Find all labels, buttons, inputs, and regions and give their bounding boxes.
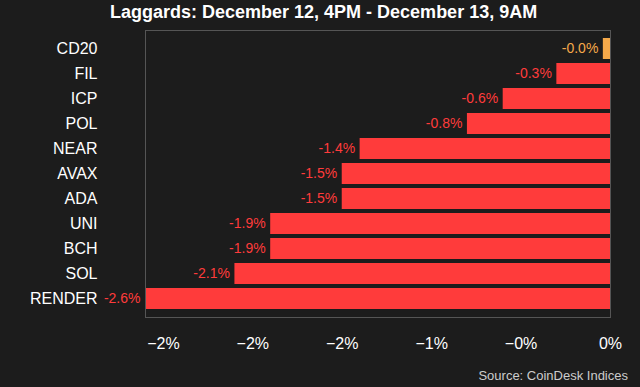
svg-text:ICP: ICP: [71, 90, 98, 107]
svg-text:-0.6%: -0.6%: [462, 90, 499, 106]
svg-text:−2%: −2%: [237, 335, 269, 352]
svg-text:-1.4%: -1.4%: [319, 140, 356, 156]
html-text:Laggards: December 12, 4PM - D: Laggards: December 12, 4PM - December 13…: [110, 2, 538, 22]
svg-text:−2%: −2%: [326, 335, 358, 352]
svg-text:-1.5%: -1.5%: [301, 165, 338, 181]
svg-text:SOL: SOL: [65, 265, 97, 282]
svg-text:AVAX: AVAX: [57, 165, 98, 182]
svg-text:−2%: −2%: [147, 335, 179, 352]
svg-text:−0%: −0%: [505, 335, 537, 352]
svg-text:-1.9%: -1.9%: [229, 215, 266, 231]
svg-text:-1.9%: -1.9%: [229, 240, 266, 256]
svg-text:RENDER: RENDER: [30, 290, 98, 307]
svg-text:UNI: UNI: [70, 215, 98, 232]
svg-text:NEAR: NEAR: [53, 140, 97, 157]
svg-text:-2.6%: -2.6%: [104, 290, 141, 306]
svg-text:-0.3%: -0.3%: [515, 65, 552, 81]
svg-text:CD20: CD20: [57, 40, 98, 57]
svg-text:-1.5%: -1.5%: [301, 190, 338, 206]
html-text:Source: CoinDesk Indices: Source: CoinDesk Indices: [478, 368, 628, 383]
svg-text:0%: 0%: [599, 335, 622, 352]
svg-text:-0.8%: -0.8%: [426, 115, 463, 131]
svg-text:FIL: FIL: [74, 65, 97, 82]
svg-text:ADA: ADA: [65, 190, 98, 207]
svg-text:-0.0%: -0.0%: [562, 40, 599, 56]
svg-text:BCH: BCH: [64, 240, 98, 257]
svg-text:POL: POL: [65, 115, 97, 132]
svg-text:-2.1%: -2.1%: [193, 265, 230, 281]
svg-text:−1%: −1%: [415, 335, 447, 352]
